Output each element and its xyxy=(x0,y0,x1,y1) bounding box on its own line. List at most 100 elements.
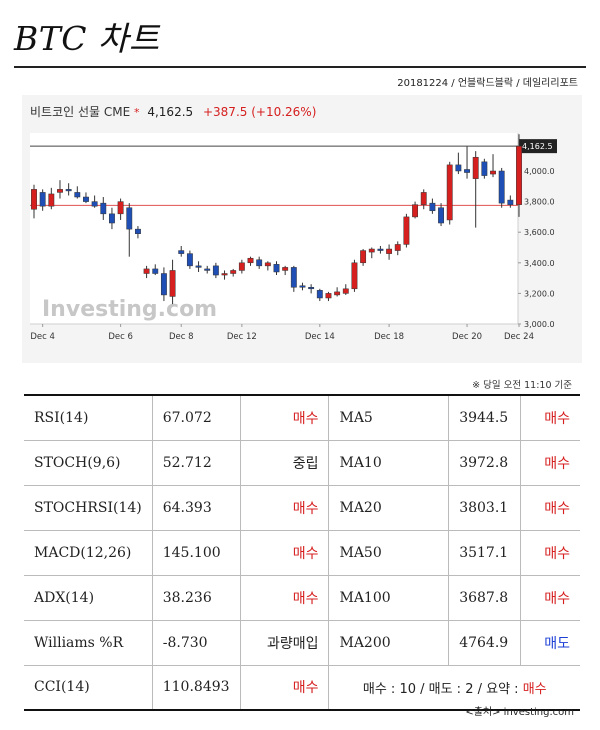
instrument-name: 비트코인 선물 CME xyxy=(30,105,131,119)
ma-value: 3803.1 xyxy=(448,485,522,531)
y-tick-label: 3,000.0 xyxy=(524,320,555,329)
ma-value: 3687.8 xyxy=(448,575,522,621)
indicator-signal: 과량매입 xyxy=(240,620,330,666)
candle-body xyxy=(221,273,228,276)
candle-body xyxy=(57,189,63,193)
indicator-name: RSI(14) xyxy=(24,395,153,441)
plot-area xyxy=(30,133,518,324)
candle-body xyxy=(117,201,124,215)
indicator-signal: 매수 xyxy=(240,530,330,576)
candle-body xyxy=(507,199,514,205)
ma-signal: 매수 xyxy=(520,485,580,531)
ma-signal: 매수 xyxy=(520,395,580,441)
summary-cell: 매수 : 10 / 매도 : 2 / 요약 : 매수 xyxy=(328,665,580,711)
indicator-signal: 중립 xyxy=(240,440,330,486)
indicator-name: STOCH(9,6) xyxy=(24,440,153,486)
candle-body xyxy=(126,207,133,230)
indicator-table: RSI(14) 67.072 매수 MA5 3944.5 매수 STOCH(9,6) 52.7… xyxy=(24,394,580,711)
x-tick-label: Dec 12 xyxy=(227,332,257,342)
ma-value: 3517.1 xyxy=(448,530,522,576)
candle-body xyxy=(178,250,185,254)
indicator-signal: 매수 xyxy=(240,575,330,621)
x-tick-label: Dec 14 xyxy=(305,332,335,342)
ma-signal: 매수 xyxy=(520,440,580,486)
candle-body xyxy=(204,268,211,271)
indicator-signal: 매수 xyxy=(240,395,330,441)
candle-body xyxy=(351,262,358,290)
candle-body xyxy=(109,213,115,224)
source-subline: 20181224 / 언블락드블락 / 데일리리포트 xyxy=(397,78,578,89)
candle-body xyxy=(186,253,193,267)
summary-result: 매수 xyxy=(522,681,547,697)
indicator-row: ADX(14) 38.236 매수 MA100 3687.8 매수 xyxy=(24,575,580,621)
candle-body xyxy=(455,164,462,172)
y-tick-label: 3,200.0 xyxy=(524,289,555,298)
indicator-name: STOCHRSI(14) xyxy=(24,485,153,531)
y-tick-label: 4,000.0 xyxy=(524,167,555,176)
candle-body xyxy=(48,193,55,207)
last-price-label: 4,162.5 xyxy=(522,142,553,151)
candle-body xyxy=(160,273,167,296)
last-price-badge xyxy=(519,139,557,154)
candle-body xyxy=(403,216,410,245)
indicator-value: 67.072 xyxy=(152,395,241,441)
candle-body xyxy=(230,270,237,274)
candle-body xyxy=(386,248,393,254)
page-title: BTC 차트 xyxy=(14,19,160,58)
candle-body xyxy=(152,268,159,274)
indicator-signal: 매수 xyxy=(240,485,330,531)
x-tick-label: Dec 4 xyxy=(30,332,55,342)
candle-body xyxy=(481,161,488,176)
instrument-price: 4,162.5 xyxy=(147,105,194,119)
candle-body xyxy=(360,250,367,264)
indicator-value: 110.8493 xyxy=(152,665,241,711)
candle-body xyxy=(316,290,323,299)
x-tick-label: Dec 24 xyxy=(504,332,534,342)
candle-body xyxy=(169,270,176,297)
candle-body xyxy=(446,164,453,221)
candle-body xyxy=(368,248,375,253)
ma-signal: 매수 xyxy=(520,530,580,576)
candle-body xyxy=(31,189,37,210)
instrument-star: * xyxy=(134,106,140,119)
indicator-name: ADX(14) xyxy=(24,575,153,621)
indicator-value: -8.730 xyxy=(152,620,241,666)
candle-body xyxy=(490,170,496,175)
indicator-name: CCI(14) xyxy=(24,665,153,711)
x-tick-label: Dec 18 xyxy=(374,332,404,342)
indicator-value: 52.712 xyxy=(152,440,241,486)
candle-body xyxy=(273,264,280,273)
candle-body xyxy=(377,248,384,251)
candle-body xyxy=(39,192,46,207)
candle-body xyxy=(134,228,141,234)
indicator-name: MACD(12,26) xyxy=(24,530,153,576)
indicator-signal: 매수 xyxy=(240,665,330,711)
chart-header: 비트코인 선물 CME * 4,162.5 +387.5 (+10.26%) xyxy=(30,103,316,120)
y-tick-label: 3,600.0 xyxy=(524,228,555,237)
source-credit: <출처> investing.com xyxy=(465,707,574,718)
title-divider xyxy=(14,66,586,68)
ma-name: MA50 xyxy=(328,530,450,576)
candle-body xyxy=(212,265,219,276)
ma-name: MA100 xyxy=(328,575,450,621)
candle-body xyxy=(412,204,419,218)
ma-name: MA5 xyxy=(328,395,450,441)
instrument-change: +387.5 (+10.26%) xyxy=(202,105,317,119)
candle-body xyxy=(464,169,470,173)
candle-body xyxy=(394,244,401,251)
indicator-value: 64.393 xyxy=(152,485,241,531)
indicator-name: Williams %R xyxy=(24,620,153,666)
indicator-row-summary: CCI(14) 110.8493 매수 매수 : 10 / 매도 : 2 / 요약 :… xyxy=(24,665,580,711)
indicator-value: 38.236 xyxy=(152,575,241,621)
candle-body xyxy=(438,207,444,224)
y-tick-label: 3,400.0 xyxy=(524,259,555,268)
candle-body xyxy=(264,262,271,267)
indicator-row: STOCHRSI(14) 64.393 매수 MA20 3803.1 매수 xyxy=(24,485,580,531)
ma-signal: 매도 xyxy=(520,620,580,666)
candle-body xyxy=(256,259,263,267)
timestamp-note: ※ 당일 오전 11:10 기준 xyxy=(472,380,572,391)
candle-body xyxy=(299,285,306,288)
candle-body xyxy=(472,156,479,179)
ma-name: MA20 xyxy=(328,485,450,531)
candle-body xyxy=(334,291,341,296)
